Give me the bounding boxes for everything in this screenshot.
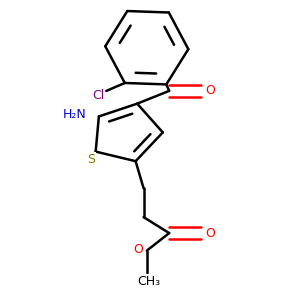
Text: O: O <box>205 84 215 98</box>
Text: S: S <box>87 153 95 166</box>
Text: H₂N: H₂N <box>63 108 87 121</box>
Text: Cl: Cl <box>92 89 104 102</box>
Text: CH₃: CH₃ <box>137 274 160 287</box>
Text: O: O <box>205 226 215 240</box>
Text: O: O <box>133 243 143 256</box>
